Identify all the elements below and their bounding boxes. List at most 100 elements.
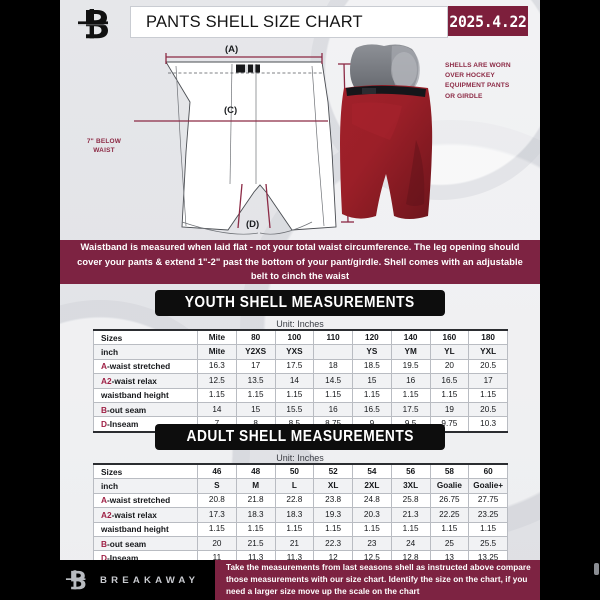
measure-key: A2 bbox=[101, 509, 112, 520]
table-cell: 1.15 bbox=[429, 387, 470, 403]
table-cell: 15.5 bbox=[274, 401, 315, 418]
table-cell: 21.5 bbox=[235, 535, 276, 552]
table-cell: 180 bbox=[468, 329, 508, 346]
below-waist-note: 7" BELOW WAIST bbox=[86, 138, 122, 154]
table-cell: 52 bbox=[313, 463, 353, 480]
page-header: PANTS SHELL SIZE CHART 2025.4.22 bbox=[60, 0, 540, 42]
table-cell: 25 bbox=[429, 535, 470, 552]
content-panel: PANTS SHELL SIZE CHART 2025.4.22 bbox=[60, 0, 540, 600]
table-cell: 1.15 bbox=[313, 387, 353, 403]
diagram-label-c: (C) bbox=[224, 105, 238, 116]
table-cell: M bbox=[235, 478, 276, 494]
scrollbar-thumb[interactable] bbox=[594, 563, 599, 575]
table-cell: 10.3 bbox=[468, 416, 508, 433]
table-cell: 22.3 bbox=[313, 535, 353, 552]
date-badge-text: 2025.4.22 bbox=[449, 11, 527, 31]
table-cell: Goalie bbox=[429, 478, 470, 494]
table-row: waistband height 1.15 1.15 1.15 1.15 1.15 1.15… bbox=[93, 387, 508, 403]
table-cell: 1.15 bbox=[197, 387, 237, 403]
table-row: A-waist stretched 16.3 17 17.5 18 18.5 19.5 20 2… bbox=[93, 358, 508, 375]
table-cell: 18.5 bbox=[352, 358, 392, 375]
table-cell: 17.3 bbox=[197, 507, 237, 523]
measure-key: A2 bbox=[101, 375, 112, 386]
table-cell: 1.15 bbox=[274, 387, 315, 403]
date-badge: 2025.4.22 bbox=[448, 6, 528, 36]
row-label: Sizes bbox=[93, 463, 198, 480]
table-cell: 120 bbox=[352, 329, 392, 346]
row-label: inch bbox=[93, 344, 198, 360]
table-cell: YXL bbox=[468, 344, 508, 360]
table-cell: YL bbox=[429, 344, 470, 360]
adult-unit-label: Unit: Inches bbox=[276, 453, 324, 463]
table-cell: 14 bbox=[197, 401, 237, 418]
table-cell: 20 bbox=[197, 535, 237, 552]
table-cell: 23 bbox=[352, 535, 392, 552]
youth-banner-text: YOUTH SHELL MEASUREMENTS bbox=[184, 294, 416, 311]
table-cell: 1.15 bbox=[352, 521, 392, 537]
table-cell: 16.5 bbox=[352, 401, 392, 418]
table-cell: Y2XS bbox=[235, 344, 276, 360]
youth-measurements-table: Sizes Mite 80 100 110 120 140 160 180 inch Mite Y2X… bbox=[93, 329, 508, 433]
table-cell: 22.8 bbox=[274, 492, 315, 509]
table-cell: 1.15 bbox=[274, 521, 315, 537]
table-cell: 21.3 bbox=[390, 507, 431, 523]
table-cell: 2XL bbox=[352, 478, 392, 494]
table-cell: 14 bbox=[274, 373, 315, 389]
table-row: inch S M L XL 2XL 3XL Goalie Goalie+ bbox=[93, 478, 508, 494]
table-cell: 17 bbox=[468, 373, 508, 389]
table-cell: 80 bbox=[235, 329, 276, 346]
table-cell: 18.3 bbox=[274, 507, 315, 523]
table-cell: 3XL bbox=[390, 478, 431, 494]
table-cell: 54 bbox=[352, 463, 392, 480]
table-cell: 1.15 bbox=[235, 387, 276, 403]
table-cell: 46 bbox=[197, 463, 237, 480]
footer-brand: BREAKAWAY bbox=[62, 566, 207, 594]
youth-unit-label: Unit: Inches bbox=[276, 319, 324, 329]
table-cell: 16.5 bbox=[429, 373, 470, 389]
adult-banner-text: ADULT SHELL MEASUREMENTS bbox=[186, 428, 414, 445]
table-row: Sizes Mite 80 100 110 120 140 160 180 bbox=[93, 329, 508, 346]
table-cell: 16.3 bbox=[197, 358, 237, 375]
table-cell: 60 bbox=[468, 463, 508, 480]
table-cell: 20.5 bbox=[468, 358, 508, 375]
row-label: B-out seam bbox=[93, 535, 198, 552]
page-title: PANTS SHELL SIZE CHART bbox=[130, 6, 448, 38]
table-cell: 12.5 bbox=[197, 373, 237, 389]
table-cell: 18 bbox=[313, 358, 353, 375]
table-cell: L bbox=[274, 478, 315, 494]
table-cell: 22.25 bbox=[429, 507, 470, 523]
table-cell: 1.15 bbox=[468, 387, 508, 403]
table-cell: 15 bbox=[352, 373, 392, 389]
table-cell: 27.75 bbox=[468, 492, 508, 509]
table-cell: 18.3 bbox=[235, 507, 276, 523]
row-label: A-waist stretched bbox=[93, 358, 198, 375]
measure-key: B bbox=[101, 404, 107, 415]
table-cell: 21 bbox=[274, 535, 315, 552]
table-cell bbox=[313, 344, 353, 360]
table-cell: Mite bbox=[197, 329, 237, 346]
table-cell: 20.8 bbox=[197, 492, 237, 509]
row-label: A2-waist relax bbox=[93, 373, 198, 389]
table-cell: 15 bbox=[235, 401, 276, 418]
table-cell: XL bbox=[313, 478, 353, 494]
table-cell: 19.3 bbox=[313, 507, 353, 523]
table-cell: 16 bbox=[390, 373, 431, 389]
table-cell: 50 bbox=[274, 463, 315, 480]
table-cell: 24.8 bbox=[352, 492, 392, 509]
table-cell: 19.5 bbox=[390, 358, 431, 375]
table-cell: 1.15 bbox=[313, 521, 353, 537]
table-cell: 1.15 bbox=[429, 521, 470, 537]
table-cell: 20.5 bbox=[468, 401, 508, 418]
youth-banner: YOUTH SHELL MEASUREMENTS bbox=[155, 290, 445, 316]
table-cell: 14.5 bbox=[313, 373, 353, 389]
table-cell: 110 bbox=[313, 329, 353, 346]
table-cell: 23.8 bbox=[313, 492, 353, 509]
table-row: B-out seam 20 21.5 21 22.3 23 24 25 25.5 bbox=[93, 535, 508, 552]
table-row: inch Mite Y2XS YXS YS YM YL YXL bbox=[93, 344, 508, 360]
row-label: B-out seam bbox=[93, 401, 198, 418]
table-cell: 26.75 bbox=[429, 492, 470, 509]
table-cell: 160 bbox=[429, 329, 470, 346]
table-row: A2-waist relax 17.3 18.3 18.3 19.3 20.3 21.3 22… bbox=[93, 507, 508, 523]
table-cell: YM bbox=[390, 344, 431, 360]
